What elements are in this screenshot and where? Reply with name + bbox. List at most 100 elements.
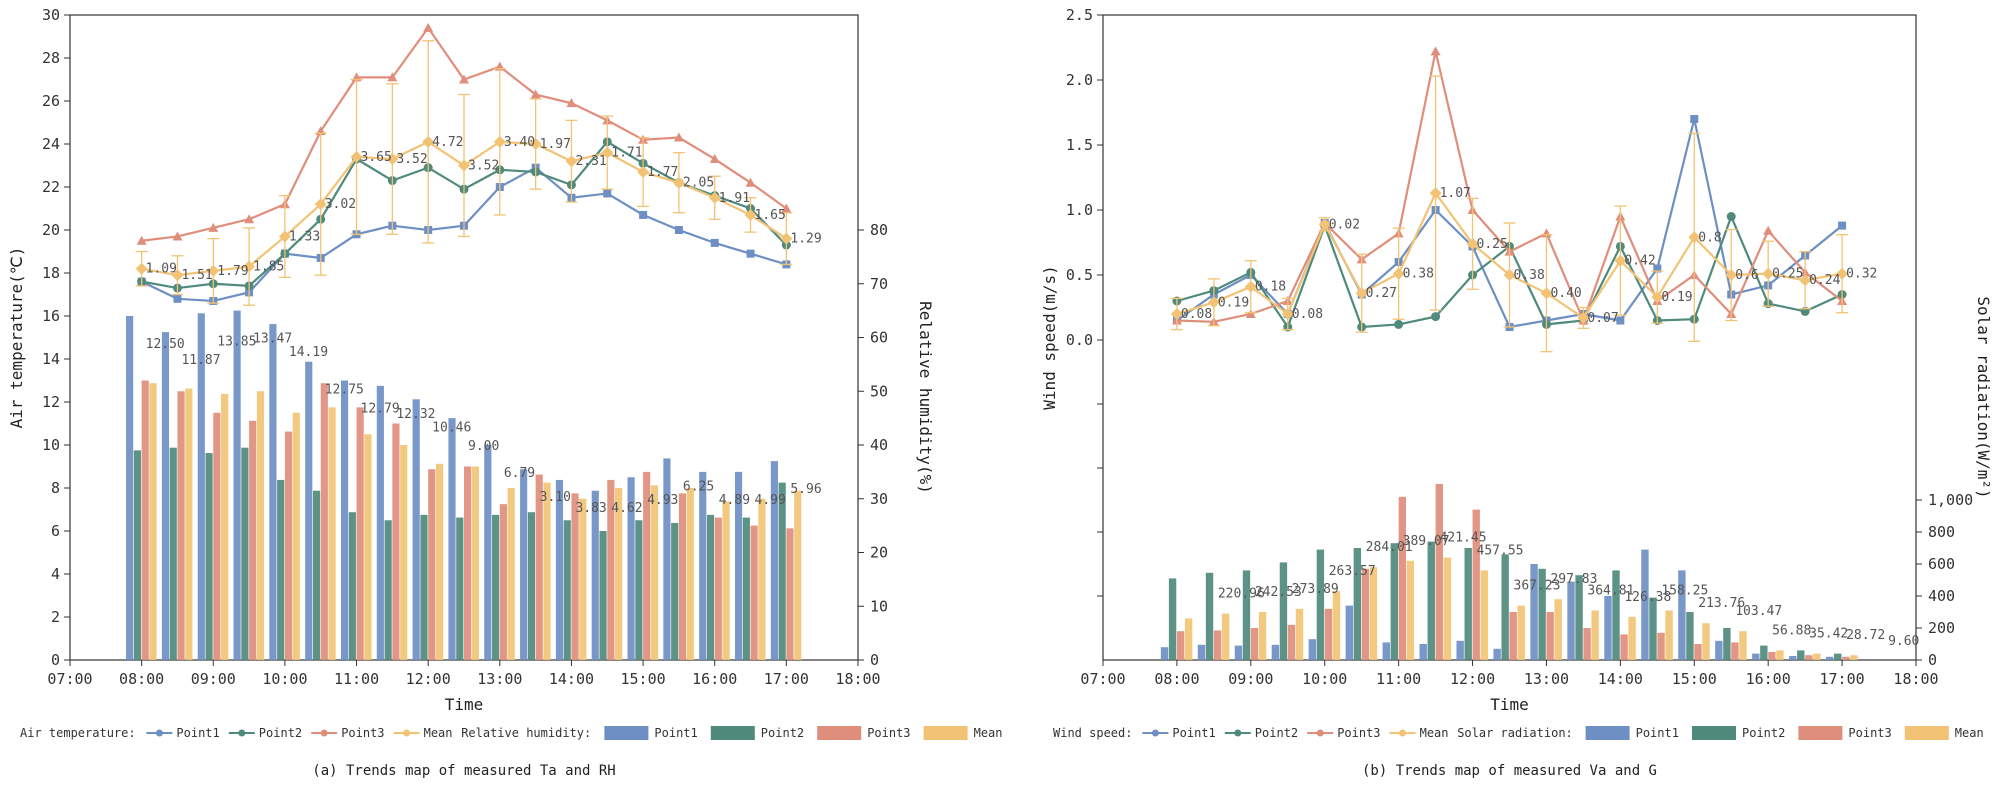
bar-mean (435, 463, 444, 660)
bar-mean (758, 498, 766, 660)
marker-point2 (1726, 212, 1736, 221)
bar-mean (507, 488, 515, 660)
data-label: 0.24 (1809, 273, 1840, 288)
data-label: 1.07 (1440, 186, 1471, 201)
x-tick-label: 15:00 (1672, 670, 1717, 688)
marker-point1 (1838, 221, 1847, 230)
bar-point2 (1390, 543, 1398, 660)
data-label: 0.08 (1292, 307, 1323, 322)
bar-point1 (591, 490, 599, 660)
x-tick-label: 16:00 (1746, 670, 1791, 688)
bar-point2 (133, 450, 142, 660)
legend-marker (155, 729, 163, 737)
bar-mean (1221, 613, 1230, 660)
plot-frame (1102, 14, 1917, 661)
bar-point2 (1538, 568, 1546, 660)
y-tick-label: 26 (42, 92, 60, 110)
data-label: 0.32 (1846, 267, 1877, 282)
data-label: 28.72 (1846, 628, 1885, 643)
marker-point3 (1430, 46, 1441, 56)
bar-point2 (1168, 578, 1177, 660)
bar-point2 (1649, 597, 1657, 660)
bar-point3 (607, 479, 615, 660)
legend-bar-swatch (1585, 726, 1630, 740)
legend-marker (1399, 729, 1407, 737)
data-label: 242.53 (1255, 585, 1302, 600)
x-axis-label: Time (1490, 695, 1529, 714)
data-label: 389.07 (1403, 534, 1450, 549)
bar-point3 (1842, 656, 1850, 660)
marker-point3 (1763, 225, 1774, 235)
bar-point1 (627, 477, 635, 660)
bar-mean (149, 383, 157, 660)
data-label: 0.08 (1181, 307, 1212, 322)
legend-item: Mean (1955, 726, 1984, 740)
bar-mean (185, 388, 193, 660)
bar-point3 (1250, 628, 1259, 660)
data-label: 3.52 (468, 159, 499, 174)
data-label: 273.89 (1292, 582, 1339, 597)
x-tick-label: 10:00 (262, 670, 307, 688)
bar-point1 (1271, 644, 1280, 660)
bar-point3 (464, 466, 472, 660)
bar-point2 (1834, 653, 1842, 660)
data-label: 0.38 (1403, 267, 1434, 282)
bar-point3 (249, 420, 257, 660)
data-label: 0.8 (1698, 230, 1721, 245)
bar-point2 (169, 447, 177, 660)
bar-point1 (1641, 549, 1649, 660)
bar-point3 (1768, 652, 1776, 660)
legend-item: Point3 (341, 726, 384, 740)
bar-point2 (778, 482, 786, 660)
y-axis-label-left: Air temperature(℃) (7, 247, 26, 429)
bar-point2 (1427, 541, 1435, 660)
bar-point2 (241, 447, 249, 660)
bar-point3 (392, 423, 400, 660)
marker-point3 (459, 74, 469, 84)
bar-point2 (635, 520, 643, 660)
x-axis-label: Time (445, 695, 484, 714)
legend-marker (1316, 729, 1324, 737)
bar-mean (722, 501, 730, 660)
legend-item: Point3 (867, 726, 910, 740)
y-tick-label: 1.5 (1066, 136, 1093, 154)
bar-mean (1184, 618, 1193, 660)
marker-point3 (1245, 309, 1256, 318)
data-label: 5.96 (790, 482, 821, 497)
bar-point1 (233, 310, 241, 660)
bar-point2 (599, 531, 607, 660)
marker-point3 (530, 89, 541, 99)
data-label: 126.38 (1624, 590, 1671, 605)
bar-point3 (1361, 568, 1370, 660)
data-label: 367.23 (1514, 579, 1561, 594)
y-tick-label: 30 (42, 6, 60, 24)
bar-mean (1406, 560, 1415, 660)
legend-marker (403, 729, 411, 737)
data-label: 0.42 (1624, 254, 1655, 269)
bar-point1 (1234, 645, 1243, 660)
bar-mean (1702, 623, 1710, 660)
bar-point2 (456, 517, 464, 660)
bar-point1 (1197, 644, 1206, 660)
bar-point3 (141, 380, 149, 660)
data-label: 1.91 (719, 191, 750, 206)
bar-mean (794, 490, 802, 660)
y-axis-label-right: Relative humidity(%) (916, 301, 935, 494)
bar-mean (543, 482, 551, 660)
bar-point3 (1472, 509, 1480, 660)
y-tick-label: 18 (42, 264, 60, 282)
bar-point3 (786, 528, 794, 660)
bar-point2 (1242, 570, 1251, 660)
data-label: 1.29 (790, 232, 821, 247)
x-tick-label: 08:00 (1154, 670, 1199, 688)
bar-point3 (643, 471, 651, 660)
marker-point2 (1394, 319, 1404, 329)
bar-mean (615, 488, 623, 660)
legend-bar-swatch (710, 726, 755, 740)
legend-title-bars: Solar radiation: (1457, 726, 1573, 740)
legend-item: Point2 (1255, 726, 1298, 740)
bar-mean (1369, 567, 1378, 660)
x-tick-label: 13:00 (1524, 670, 1569, 688)
bar-point2 (1353, 548, 1362, 660)
legend-item: Point3 (1337, 726, 1380, 740)
